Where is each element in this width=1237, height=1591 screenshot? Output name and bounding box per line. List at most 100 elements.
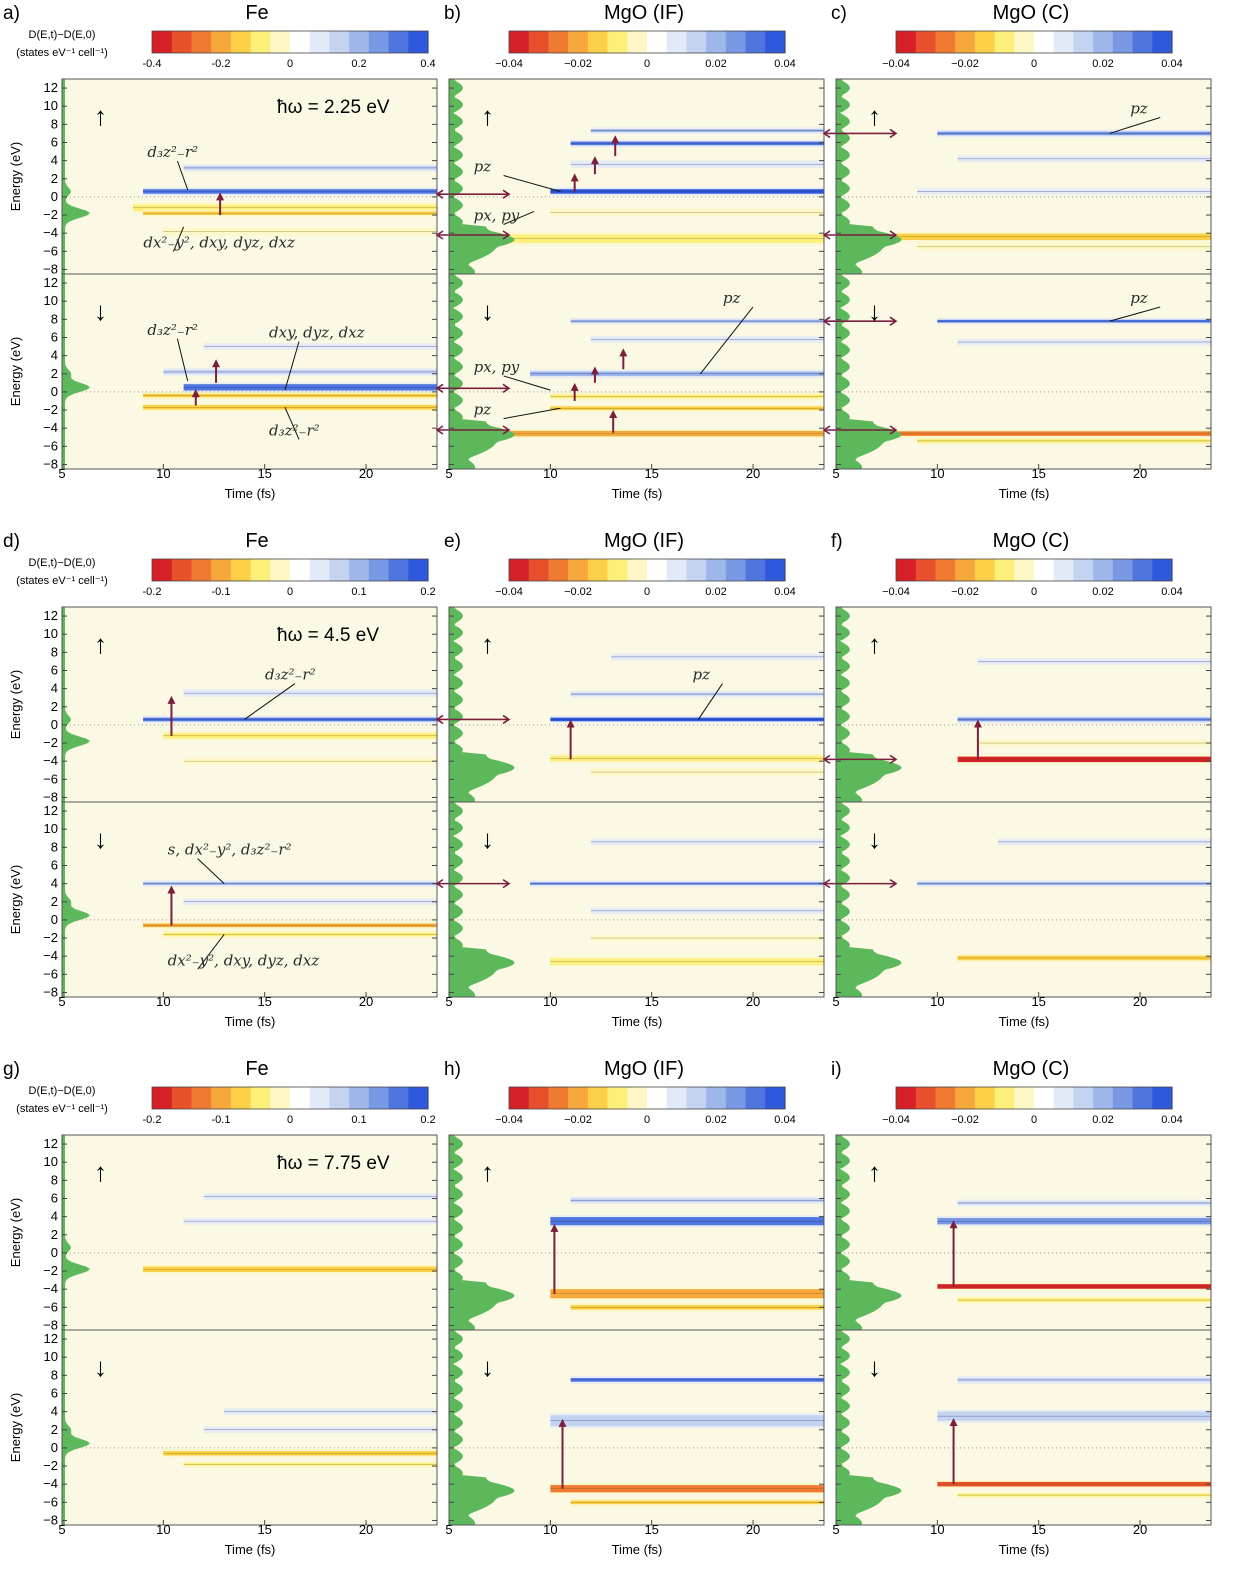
- excitation-arrowhead: [973, 719, 982, 728]
- label-leader-line: [244, 683, 296, 720]
- colorbar-tick-label: −0.04: [882, 1114, 910, 1126]
- excitation-arrowhead: [167, 695, 176, 704]
- colorbar-swatch: [211, 1087, 232, 1109]
- colorbar-tick-label: 0: [1031, 586, 1037, 598]
- y-tick-label: 0: [51, 384, 58, 399]
- colorbar-tick-label: 0.2: [420, 1114, 435, 1126]
- x-tick-label: 10: [930, 1522, 944, 1537]
- x-tick-label: 20: [1133, 466, 1147, 481]
- x-tick-label: 5: [445, 466, 452, 481]
- plot-frame: [448, 273, 825, 470]
- y-tick-label: 8: [51, 116, 58, 131]
- colorbar-swatch: [765, 1087, 786, 1109]
- colorbar-swatch: [211, 559, 232, 581]
- colorbar-tick-label: 0.1: [351, 1114, 366, 1126]
- orbital-label: s, dx²₋y², d₃z²₋r²: [168, 841, 292, 859]
- panel-f: f) MgO (C) −0.04 −0.02 0 0.02 0.04 ↑ ↓ 5 10 15 20 Tim…: [822, 530, 1212, 1029]
- spin-up-icon: ↑: [94, 629, 107, 659]
- subpanel-i-dn: ↓: [835, 1329, 1212, 1526]
- subpanel-f-dn: ↓: [822, 801, 1212, 998]
- colorbar-tick-label: 0: [1031, 1114, 1037, 1126]
- y-tick-label: 6: [51, 857, 58, 872]
- colorbar-swatch: [290, 1087, 311, 1109]
- panel-a: a) Fe -0.4 -0.2 0 0.2 0.4 D(E,t)−D(E,0) (states …: [3, 2, 438, 501]
- x-tick-label: 15: [1031, 466, 1045, 481]
- y-tick-label: 4: [51, 153, 58, 168]
- spin-up-icon: ↑: [481, 101, 494, 131]
- dos-profile: [836, 274, 902, 469]
- label-leader-line: [503, 407, 561, 420]
- colorbar-swatch: [1034, 559, 1055, 581]
- y-tick-label: 2: [51, 1227, 58, 1242]
- excitation-arrowhead: [949, 1220, 958, 1229]
- x-tick-label: 15: [1031, 994, 1045, 1009]
- x-axis-label: Time (fs): [612, 486, 663, 501]
- x-tick-label: 5: [58, 1522, 65, 1537]
- excitation-arrowhead: [570, 173, 579, 182]
- spin-up-icon: ↑: [868, 1157, 881, 1187]
- subpanel-c-up: pz ↑: [822, 78, 1212, 275]
- dos-profile: [62, 274, 91, 469]
- colorbar-tick-label: 0.4: [420, 58, 435, 70]
- colorbar-tick-label: 0: [1031, 58, 1037, 70]
- colorbar-swatch: [191, 1087, 212, 1109]
- colorbar-tick-label: 0.02: [1092, 586, 1113, 598]
- colorbar-swatch: [230, 559, 252, 581]
- y-tick-label: 10: [44, 626, 58, 641]
- panel-d: d) Fe -0.2 -0.1 0 0.1 0.2 D(E,t)−D(E,0) (states …: [3, 530, 438, 1029]
- subpanel-d-up: d₃z²₋r² ↑ ħω = 4.5 eV 12 10 8 6 4 2 0 −2 −4 −6 −8 Ener…: [8, 606, 438, 804]
- excitation-arrowhead: [611, 135, 620, 144]
- colorbar-swatch: [1053, 31, 1075, 53]
- colorbar-tick-label: -0.2: [143, 586, 162, 598]
- colorbar-tick-label: 0.02: [705, 1114, 726, 1126]
- label-leader-line: [1109, 306, 1161, 322]
- dos-profile: [449, 1135, 515, 1330]
- excitation-arrowhead: [558, 1418, 567, 1427]
- plot-background: [62, 1135, 437, 1330]
- y-tick-label: −4: [43, 225, 58, 240]
- panel-letter-h: h): [444, 1059, 461, 1080]
- excitation-arrowhead: [167, 885, 176, 894]
- colorbar-swatch: [647, 1087, 668, 1109]
- y-tick-label: 10: [44, 1154, 58, 1169]
- colorbar-swatch: [1132, 559, 1153, 581]
- photon-energy-label: ħω = 4.5 eV: [277, 625, 379, 646]
- orbital-label: dxy, dyz, dxz: [269, 323, 365, 341]
- transfer-arrowhead: [502, 230, 511, 240]
- y-tick-label: 12: [44, 803, 58, 818]
- colorbar-swatch: [994, 559, 1015, 581]
- colorbar-tick-label: 0.04: [774, 58, 795, 70]
- y-tick-label: 0: [51, 1245, 58, 1260]
- x-tick-label: 5: [832, 466, 839, 481]
- transfer-arrowhead: [502, 383, 511, 393]
- colorbar-swatch: [1034, 1087, 1055, 1109]
- colorbar-swatch: [706, 559, 727, 581]
- colorbar-swatch: [171, 31, 193, 53]
- panel-title-i: MgO (C): [993, 1058, 1070, 1080]
- colorbar-swatch: [329, 559, 350, 581]
- y-tick-label: −8: [43, 789, 58, 804]
- y-tick-label: 6: [51, 329, 58, 344]
- colorbar-swatch: [250, 31, 271, 53]
- x-axis-label: Time (fs): [999, 1542, 1050, 1557]
- colorbar-swatch: [309, 559, 331, 581]
- orbital-label: pz: [474, 401, 492, 419]
- colorbar-frame: [151, 30, 429, 54]
- spin-up-icon: ↑: [481, 1157, 494, 1187]
- colorbar-swatch: [1152, 559, 1173, 581]
- colorbar-swatch: [388, 559, 409, 581]
- colorbar-swatch: [509, 559, 530, 581]
- colorbar-swatch: [349, 1087, 370, 1109]
- panel-title-g: Fe: [245, 1058, 268, 1080]
- colorbar-swatch: [627, 559, 648, 581]
- label-leader-line: [176, 338, 189, 382]
- y-axis-label: Energy (eV): [8, 337, 23, 406]
- x-tick-label: 20: [359, 1522, 373, 1537]
- x-axis-label: Time (fs): [999, 1014, 1050, 1029]
- plot-frame: [448, 801, 825, 998]
- x-tick-label: 5: [832, 1522, 839, 1537]
- colorbar-tick-label: −0.02: [564, 1114, 592, 1126]
- colorbar-swatch: [955, 559, 976, 581]
- colorbar-swatch: [765, 31, 786, 53]
- orbital-label: pz: [723, 289, 741, 307]
